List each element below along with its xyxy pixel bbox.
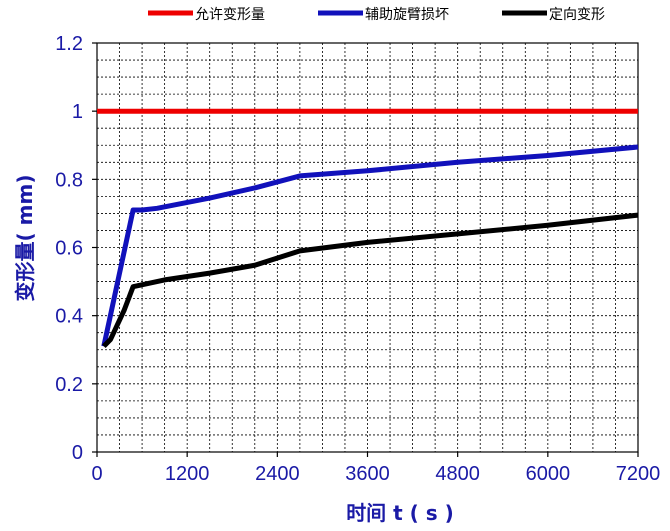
- y-axis-title: 变形量( mm): [13, 175, 37, 302]
- series-line-1: [101, 144, 639, 347]
- tick-labels: 0 1200 2400 3600 4800 6000 7200 0 0.2 0.4 0.6 0.8 1 1…: [55, 33, 660, 485]
- legend-label: 允许变形量: [195, 7, 265, 23]
- y-tick-label: 0.8: [55, 169, 83, 191]
- x-tick-label: 4800: [435, 463, 480, 485]
- y-tick-label: 0.6: [55, 238, 83, 260]
- x-axis-title: 时间 t ( s ): [346, 501, 454, 525]
- y-tick-label: 1.2: [55, 33, 83, 55]
- legend: 允许变形量 辅助旋臂损坏 定向变形: [148, 7, 605, 23]
- x-tick-label: 0: [91, 463, 102, 485]
- legend-label: 定向变形: [549, 7, 605, 23]
- series-lines: [97, 108, 639, 349]
- x-tick-label: 7200: [616, 463, 661, 485]
- y-tick-label: 0: [72, 442, 83, 464]
- y-tick-label: 1: [72, 101, 83, 123]
- x-tick-label: 1200: [165, 463, 210, 485]
- x-tick-label: 6000: [526, 463, 571, 485]
- y-tick-label: 0.4: [55, 306, 83, 328]
- y-tick-label: 0.2: [55, 374, 83, 396]
- x-tick-label: 3600: [345, 463, 390, 485]
- axes: [92, 42, 639, 457]
- legend-label: 辅助旋臂损坏: [365, 7, 449, 23]
- series-line-2: [102, 212, 639, 349]
- x-tick-label: 2400: [255, 463, 300, 485]
- grid: [97, 43, 638, 452]
